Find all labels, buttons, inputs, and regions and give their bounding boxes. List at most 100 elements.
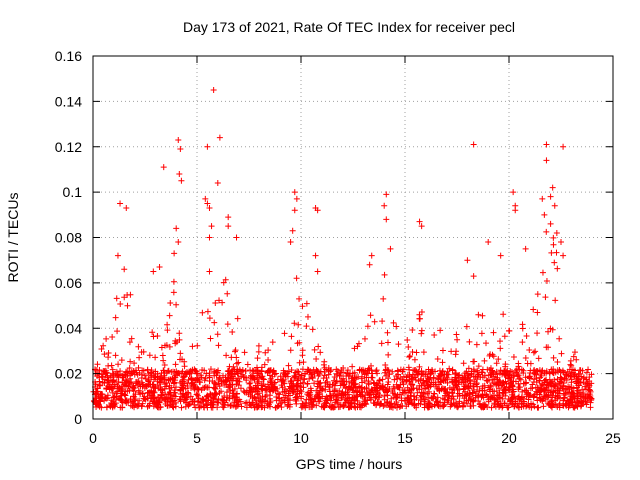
data-point [351, 381, 358, 388]
data-point [536, 377, 543, 384]
data-point [557, 368, 564, 375]
y-tick-label: 0.08 [55, 230, 82, 246]
outlier-point [171, 250, 178, 257]
x-tick-label: 5 [193, 430, 201, 446]
data-point [321, 358, 328, 365]
data-point [101, 351, 108, 358]
data-point [570, 385, 577, 392]
x-tick-label: 20 [501, 430, 517, 446]
data-point [124, 292, 131, 299]
data-point [100, 367, 107, 374]
outlier-point [470, 141, 477, 148]
data-point [104, 374, 111, 381]
data-point [223, 352, 230, 359]
data-point [303, 396, 310, 403]
data-point [258, 367, 265, 374]
data-point [282, 370, 289, 377]
data-point [539, 269, 546, 276]
data-point [320, 375, 327, 382]
data-point [303, 323, 310, 330]
data-point [161, 362, 168, 369]
outlier-point [123, 205, 130, 212]
data-point [467, 376, 474, 383]
data-point [489, 376, 496, 383]
data-point [569, 366, 576, 373]
data-point [221, 381, 228, 388]
data-point [337, 369, 344, 376]
data-point [296, 371, 303, 378]
data-point [189, 396, 196, 403]
data-point [413, 404, 420, 411]
data-point [194, 370, 201, 377]
data-point [479, 383, 486, 390]
data-point [254, 355, 261, 362]
data-point [391, 376, 398, 383]
data-point [185, 390, 192, 397]
data-point [102, 395, 109, 402]
data-point [475, 392, 482, 399]
data-point [481, 357, 488, 364]
data-point [573, 356, 580, 363]
data-point [569, 399, 576, 406]
data-point [158, 386, 165, 393]
data-point [456, 398, 463, 405]
data-point [171, 369, 178, 376]
data-point [244, 361, 251, 368]
data-point [566, 396, 573, 403]
data-point [351, 369, 358, 376]
data-point [530, 306, 537, 313]
data-point [357, 401, 364, 408]
data-point [523, 333, 530, 340]
data-point [351, 381, 358, 387]
data-point [439, 395, 446, 402]
data-point [494, 374, 501, 381]
data-point [405, 364, 412, 371]
data-point [453, 331, 460, 338]
data-point [173, 301, 180, 308]
data-point [419, 370, 426, 377]
data-point [291, 386, 298, 393]
data-point [534, 330, 541, 337]
data-point [329, 381, 336, 388]
data-point [267, 375, 274, 382]
data-point [559, 402, 566, 409]
data-point [444, 368, 451, 375]
data-point [474, 367, 481, 374]
outlier-point [485, 239, 492, 246]
data-point [342, 399, 349, 406]
data-point [497, 402, 504, 409]
data-point [97, 382, 104, 389]
data-point [519, 339, 526, 346]
data-point [454, 404, 461, 411]
data-point [567, 357, 574, 364]
outlier-point [204, 143, 211, 150]
data-point [315, 343, 322, 350]
data-point [432, 379, 439, 386]
data-point [390, 319, 397, 326]
data-point [534, 291, 541, 298]
data-point [411, 374, 418, 381]
data-point [218, 388, 225, 395]
data-point [476, 400, 483, 407]
data-point [587, 404, 594, 411]
data-point [340, 402, 347, 409]
outlier-point [287, 239, 294, 246]
data-point [136, 380, 143, 387]
data-point [453, 377, 460, 384]
data-point [436, 373, 443, 380]
data-point [484, 403, 491, 410]
data-point [430, 375, 437, 382]
data-point [276, 391, 283, 398]
data-point [274, 376, 281, 383]
data-point [511, 403, 518, 410]
data-point [288, 333, 295, 340]
data-point [313, 356, 320, 363]
data-point [500, 311, 507, 318]
data-point [199, 367, 206, 374]
data-point [401, 390, 408, 397]
data-point [544, 382, 551, 389]
chart-title: Day 173 of 2021, Rate Of TEC Index for r… [183, 19, 515, 35]
data-point [550, 241, 557, 248]
data-point [408, 399, 415, 406]
data-point [364, 323, 371, 330]
